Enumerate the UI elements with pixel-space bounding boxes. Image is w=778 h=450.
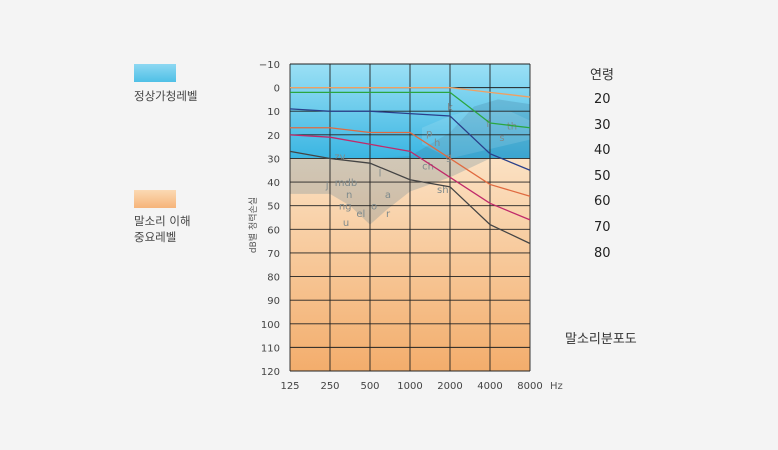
y-tick-label: 20 <box>267 131 280 142</box>
age-50-line <box>290 127 531 197</box>
phoneme-label: th <box>507 121 517 132</box>
phoneme-label: h <box>434 138 440 149</box>
age-item-20: 20 <box>594 92 611 107</box>
phoneme-label: el <box>356 209 365 220</box>
age-legend-title: 연령 <box>590 68 614 83</box>
phoneme-label: p <box>426 128 432 139</box>
phoneme-label: zv <box>334 152 345 163</box>
phoneme-label: ch <box>422 162 434 173</box>
phoneme-label: k <box>447 103 453 114</box>
phoneme-label: s <box>499 133 504 144</box>
age-60-line <box>289 134 531 221</box>
speech-banana-label: 말소리분포도 <box>565 332 637 347</box>
y-tick-label: 10 <box>267 107 280 118</box>
y-tick-label: 30 <box>267 154 280 165</box>
normal-hearing-swatch <box>134 64 176 82</box>
x-tick-label: 250 <box>320 381 339 392</box>
age-item-60: 60 <box>594 194 611 210</box>
y-tick-label: 40 <box>267 178 280 189</box>
x-tick-label: 125 <box>280 381 299 392</box>
x-tick-label: 8000 <box>517 381 542 392</box>
y-tick-label: 50 <box>267 202 280 213</box>
phoneme-label: l <box>379 169 382 180</box>
age-item-70: 70 <box>594 220 611 235</box>
y-tick-label: 110 <box>261 343 280 354</box>
age-70-line <box>289 150 531 245</box>
age-item-30: 30 <box>594 117 611 133</box>
phoneme-label: r <box>386 209 391 220</box>
x-tick-label: 2000 <box>437 381 462 392</box>
phoneme-label: j <box>325 180 329 191</box>
phoneme-label: sh <box>437 185 449 196</box>
phoneme-label: o <box>371 202 377 213</box>
y-tick-label: 70 <box>267 249 280 260</box>
speech-legend-line2: 중요레벨 <box>134 230 177 244</box>
speech-importance-legend-label: 말소리 이해 중요레벨 <box>134 213 191 245</box>
age-item-80: 80 <box>594 245 611 261</box>
age-40-line <box>289 108 531 171</box>
age-item-40: 40 <box>594 143 611 159</box>
y-tick-label: 100 <box>261 320 280 331</box>
y-tick-label: −10 <box>259 60 280 71</box>
x-axis-unit: Hz <box>550 381 563 392</box>
y-tick-label: 60 <box>267 225 280 236</box>
x-tick-label: 500 <box>360 381 379 392</box>
x-tick-label: 1000 <box>397 381 422 392</box>
normal-hearing-legend-label: 정상가청레벨 <box>134 89 198 103</box>
phoneme-label: mdb <box>335 178 357 189</box>
y-tick-label: 0 <box>274 84 280 95</box>
age-20-line <box>290 86 531 98</box>
phoneme-label: a <box>385 190 391 201</box>
speech-importance-swatch <box>134 190 176 208</box>
x-tick-label: 4000 <box>477 381 502 392</box>
y-tick-label: 90 <box>267 296 280 307</box>
phoneme-label: n <box>346 190 352 201</box>
age-item-50: 50 <box>594 168 611 184</box>
y-axis-label: dB별 청력손실 <box>247 197 259 253</box>
phoneme-label: ng <box>339 202 352 213</box>
phoneme-label: u <box>343 218 349 229</box>
y-tick-label: 120 <box>261 367 280 378</box>
age-30-line <box>290 91 531 129</box>
phoneme-label: f <box>486 119 490 130</box>
speech-legend-line1: 말소리 이해 <box>134 214 191 228</box>
y-tick-label: 80 <box>267 273 280 284</box>
